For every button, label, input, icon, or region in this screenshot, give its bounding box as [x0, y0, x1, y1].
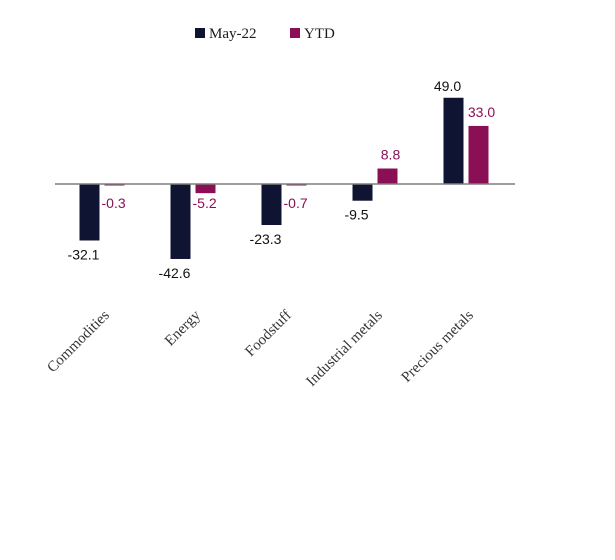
- bar-may-22-energy: [170, 184, 191, 259]
- value-label-ytd-foodstuff: -0.7: [284, 195, 308, 211]
- category-labels-group: Commodities Energy Foodstuff Industrial met…: [44, 307, 477, 390]
- value-label-may-22-commodities: -32.1: [68, 246, 100, 262]
- value-label-ytd-industrial-metals: 8.8: [381, 147, 401, 163]
- legend: May-22 YTD: [195, 26, 335, 42]
- legend-swatch-ytd: [290, 28, 300, 38]
- bar-ytd-industrial-metals: [377, 168, 398, 184]
- bar-may-22-commodities: [79, 184, 100, 241]
- category-label-precious-metals: Precious metals: [399, 307, 477, 385]
- value-label-ytd-precious-metals: 33.0: [468, 104, 495, 120]
- bars-group: [79, 97, 489, 259]
- legend-swatch-may-22: [195, 28, 205, 38]
- category-label-energy: Energy: [162, 307, 204, 349]
- value-label-may-22-foodstuff: -23.3: [250, 231, 282, 247]
- value-label-ytd-energy: -5.2: [193, 195, 217, 211]
- bar-may-22-foodstuff: [261, 184, 282, 226]
- legend-label-ytd: YTD: [304, 26, 335, 42]
- category-label-commodities: Commodities: [44, 307, 113, 376]
- value-label-may-22-precious-metals: 49.0: [434, 78, 461, 94]
- legend-label-may-22: May-22: [209, 26, 257, 42]
- category-label-foodstuff: Foodstuff: [242, 308, 294, 360]
- bar-may-22-precious-metals: [443, 97, 464, 184]
- value-label-may-22-energy: -42.6: [159, 265, 191, 281]
- value-label-ytd-commodities: -0.3: [102, 195, 126, 211]
- bar-may-22-industrial-metals: [352, 184, 373, 201]
- value-labels-group: -32.1 -0.3 -42.6 -5.2 -23.3 -0.7 -9.5 8.8 49.0 33…: [68, 78, 496, 281]
- bar-ytd-precious-metals: [468, 125, 489, 184]
- bar-ytd-energy: [195, 184, 216, 194]
- category-label-industrial-metals: Industrial metals: [304, 307, 386, 389]
- value-label-may-22-industrial-metals: -9.5: [344, 207, 368, 223]
